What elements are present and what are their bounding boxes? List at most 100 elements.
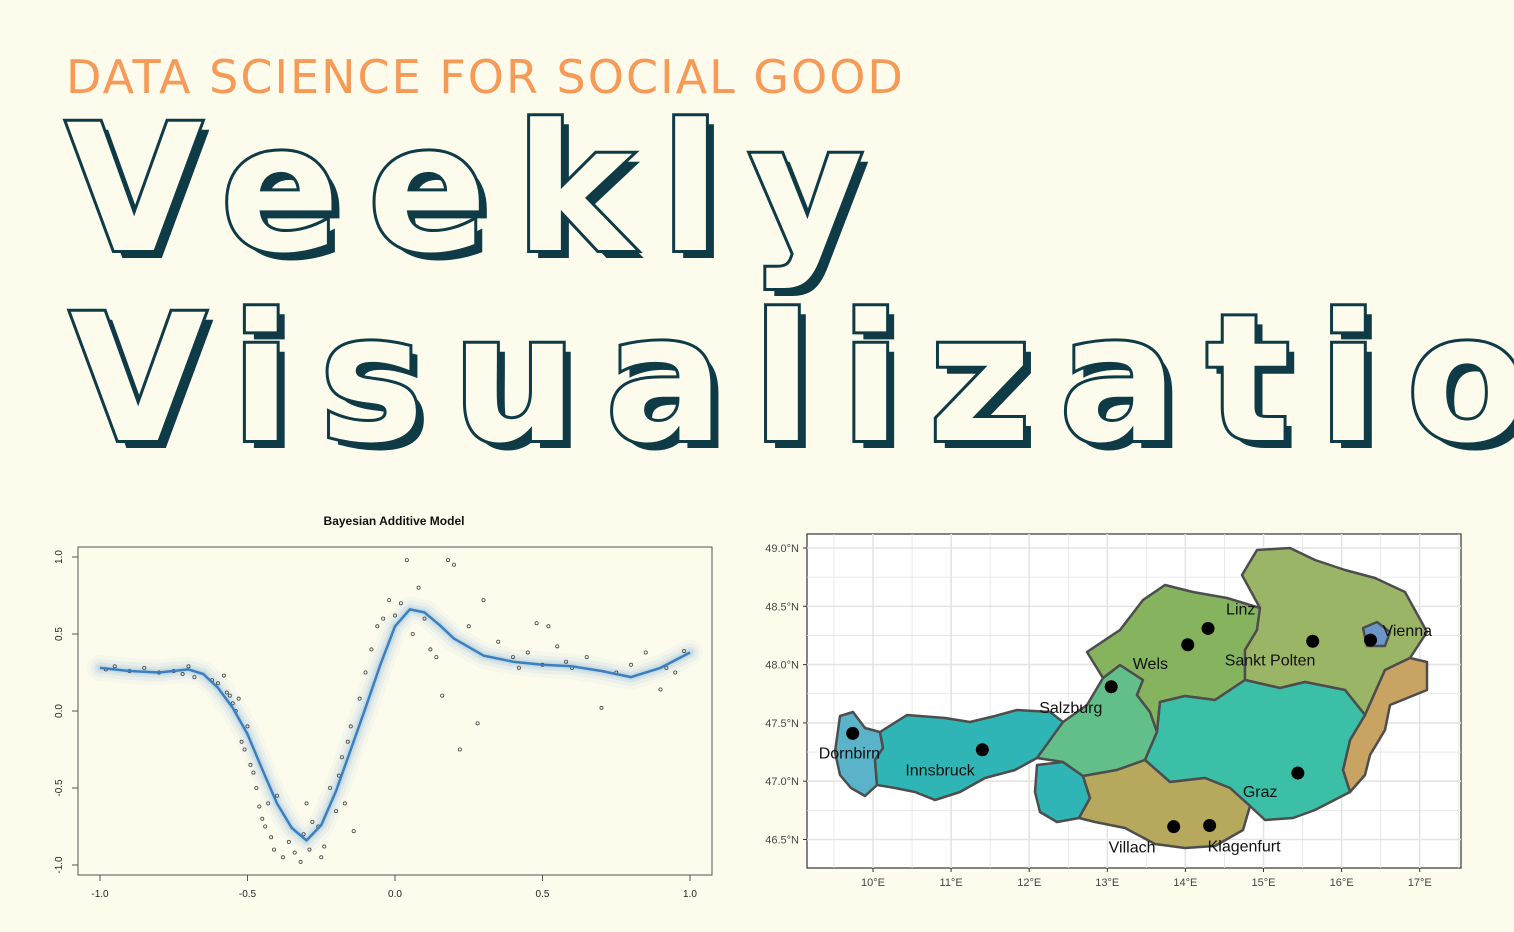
city-label: Linz — [1226, 601, 1255, 618]
data-point — [248, 762, 253, 767]
data-point — [546, 624, 551, 629]
city-marker[interactable] — [846, 726, 860, 740]
series-line — [99, 608, 691, 842]
bayesian-chart: Bayesian Additive Model -1.0 -0.5 0.0 0.5 1.… — [54, 514, 713, 900]
data-point — [333, 809, 338, 814]
data-point — [451, 562, 456, 567]
title-line2-shadow: Visualizations — [78, 285, 1514, 480]
data-point — [224, 690, 229, 695]
plot-frame — [77, 546, 713, 876]
x-tick-label: 12°E — [1017, 877, 1041, 889]
data-point — [269, 835, 274, 840]
data-point — [215, 681, 220, 686]
data-point — [319, 855, 324, 860]
city-marker[interactable] — [1291, 766, 1305, 780]
data-point — [643, 650, 648, 655]
data-point — [310, 819, 315, 824]
data-point — [446, 558, 451, 563]
city-marker[interactable] — [1203, 819, 1217, 833]
data-point — [272, 847, 277, 852]
title-line2: Visualizations — [70, 277, 1514, 480]
data-point — [466, 624, 471, 629]
data-point — [328, 785, 333, 790]
data-point — [274, 793, 279, 798]
credible-band — [87, 596, 703, 854]
city-marker[interactable] — [1104, 680, 1118, 694]
data-point — [322, 844, 327, 849]
data-point — [475, 721, 480, 726]
map-axes: 10°E 11°E 12°E 13°E 14°E 15°E 16°E 17°E 49.0°N 48… — [765, 543, 1431, 889]
data-point — [510, 655, 515, 660]
x-tick-label: 11°E — [940, 877, 963, 889]
y-tick-label: 47.5°N — [765, 718, 799, 730]
data-point — [599, 705, 604, 710]
y-tick-label: 48.5°N — [765, 601, 799, 613]
data-point — [345, 739, 350, 744]
data-point — [142, 665, 147, 670]
city-label: Graz — [1243, 784, 1278, 801]
data-point — [180, 672, 185, 677]
data-point — [496, 639, 501, 644]
title-line1-shadow: Veekly — [74, 100, 899, 300]
data-point — [457, 747, 462, 752]
y-tick-label: 49.0°N — [765, 543, 799, 555]
data-point — [348, 724, 353, 729]
data-point — [227, 693, 232, 698]
data-point — [286, 839, 291, 844]
x-tick-label: 14°E — [1173, 877, 1197, 889]
data-point — [307, 847, 312, 852]
y-tick-label: 46.5°N — [765, 835, 799, 847]
city-marker[interactable] — [1201, 621, 1215, 635]
city-label: Klagenfurt — [1208, 839, 1281, 856]
city-label: Vienna — [1382, 623, 1432, 640]
data-point — [381, 616, 386, 621]
observed-points — [103, 558, 687, 864]
data-point — [260, 816, 265, 821]
data-point — [375, 624, 380, 629]
city-marker[interactable] — [1306, 634, 1320, 648]
x-tick-label: 15°E — [1252, 877, 1276, 889]
data-point — [673, 670, 678, 675]
x-tick-label: -1.0 — [91, 889, 109, 900]
data-point — [254, 785, 259, 790]
data-point — [263, 824, 268, 829]
data-point — [251, 770, 256, 775]
data-point — [555, 644, 560, 649]
data-point — [280, 855, 285, 860]
data-point — [392, 613, 397, 618]
map-regions — [833, 546, 1429, 850]
city-marker[interactable] — [975, 743, 989, 757]
data-point — [257, 804, 262, 809]
data-point — [301, 832, 306, 837]
data-point — [422, 616, 427, 621]
data-point — [416, 585, 421, 590]
data-point — [658, 687, 663, 692]
data-point — [387, 598, 392, 603]
y-tick-label: 0.0 — [54, 704, 65, 718]
city-marker[interactable] — [1363, 633, 1377, 647]
data-point — [230, 701, 235, 706]
posterior-mean-line — [99, 608, 691, 842]
x-tick-label: -0.5 — [239, 889, 257, 900]
y-tick-label: 47.0°N — [765, 776, 799, 788]
data-point — [186, 664, 191, 669]
data-point — [664, 665, 669, 670]
x-tick-label: 17°E — [1408, 877, 1432, 889]
page-title: Veekly Veekly Visualizations Visualizati… — [63, 100, 1514, 480]
data-point — [357, 696, 362, 701]
city-marker[interactable] — [1181, 638, 1195, 652]
region-tirol[interactable] — [873, 708, 1065, 802]
city-label: Dornbirn — [819, 745, 880, 762]
data-point — [434, 655, 439, 660]
data-point — [398, 601, 403, 606]
data-point — [428, 647, 433, 652]
data-point — [342, 801, 347, 806]
data-point — [516, 665, 521, 670]
austria-map-panel: Vienna Linz Wels Sankt Polten Salzburg Innsbr… — [745, 530, 1470, 915]
city-label: Villach — [1109, 840, 1156, 857]
city-marker[interactable] — [1167, 820, 1181, 834]
data-point — [629, 662, 634, 667]
x-tick-label: 0.5 — [536, 889, 550, 900]
y-tick-label: 48.0°N — [765, 660, 799, 672]
x-tick-label: 1.0 — [683, 889, 697, 900]
